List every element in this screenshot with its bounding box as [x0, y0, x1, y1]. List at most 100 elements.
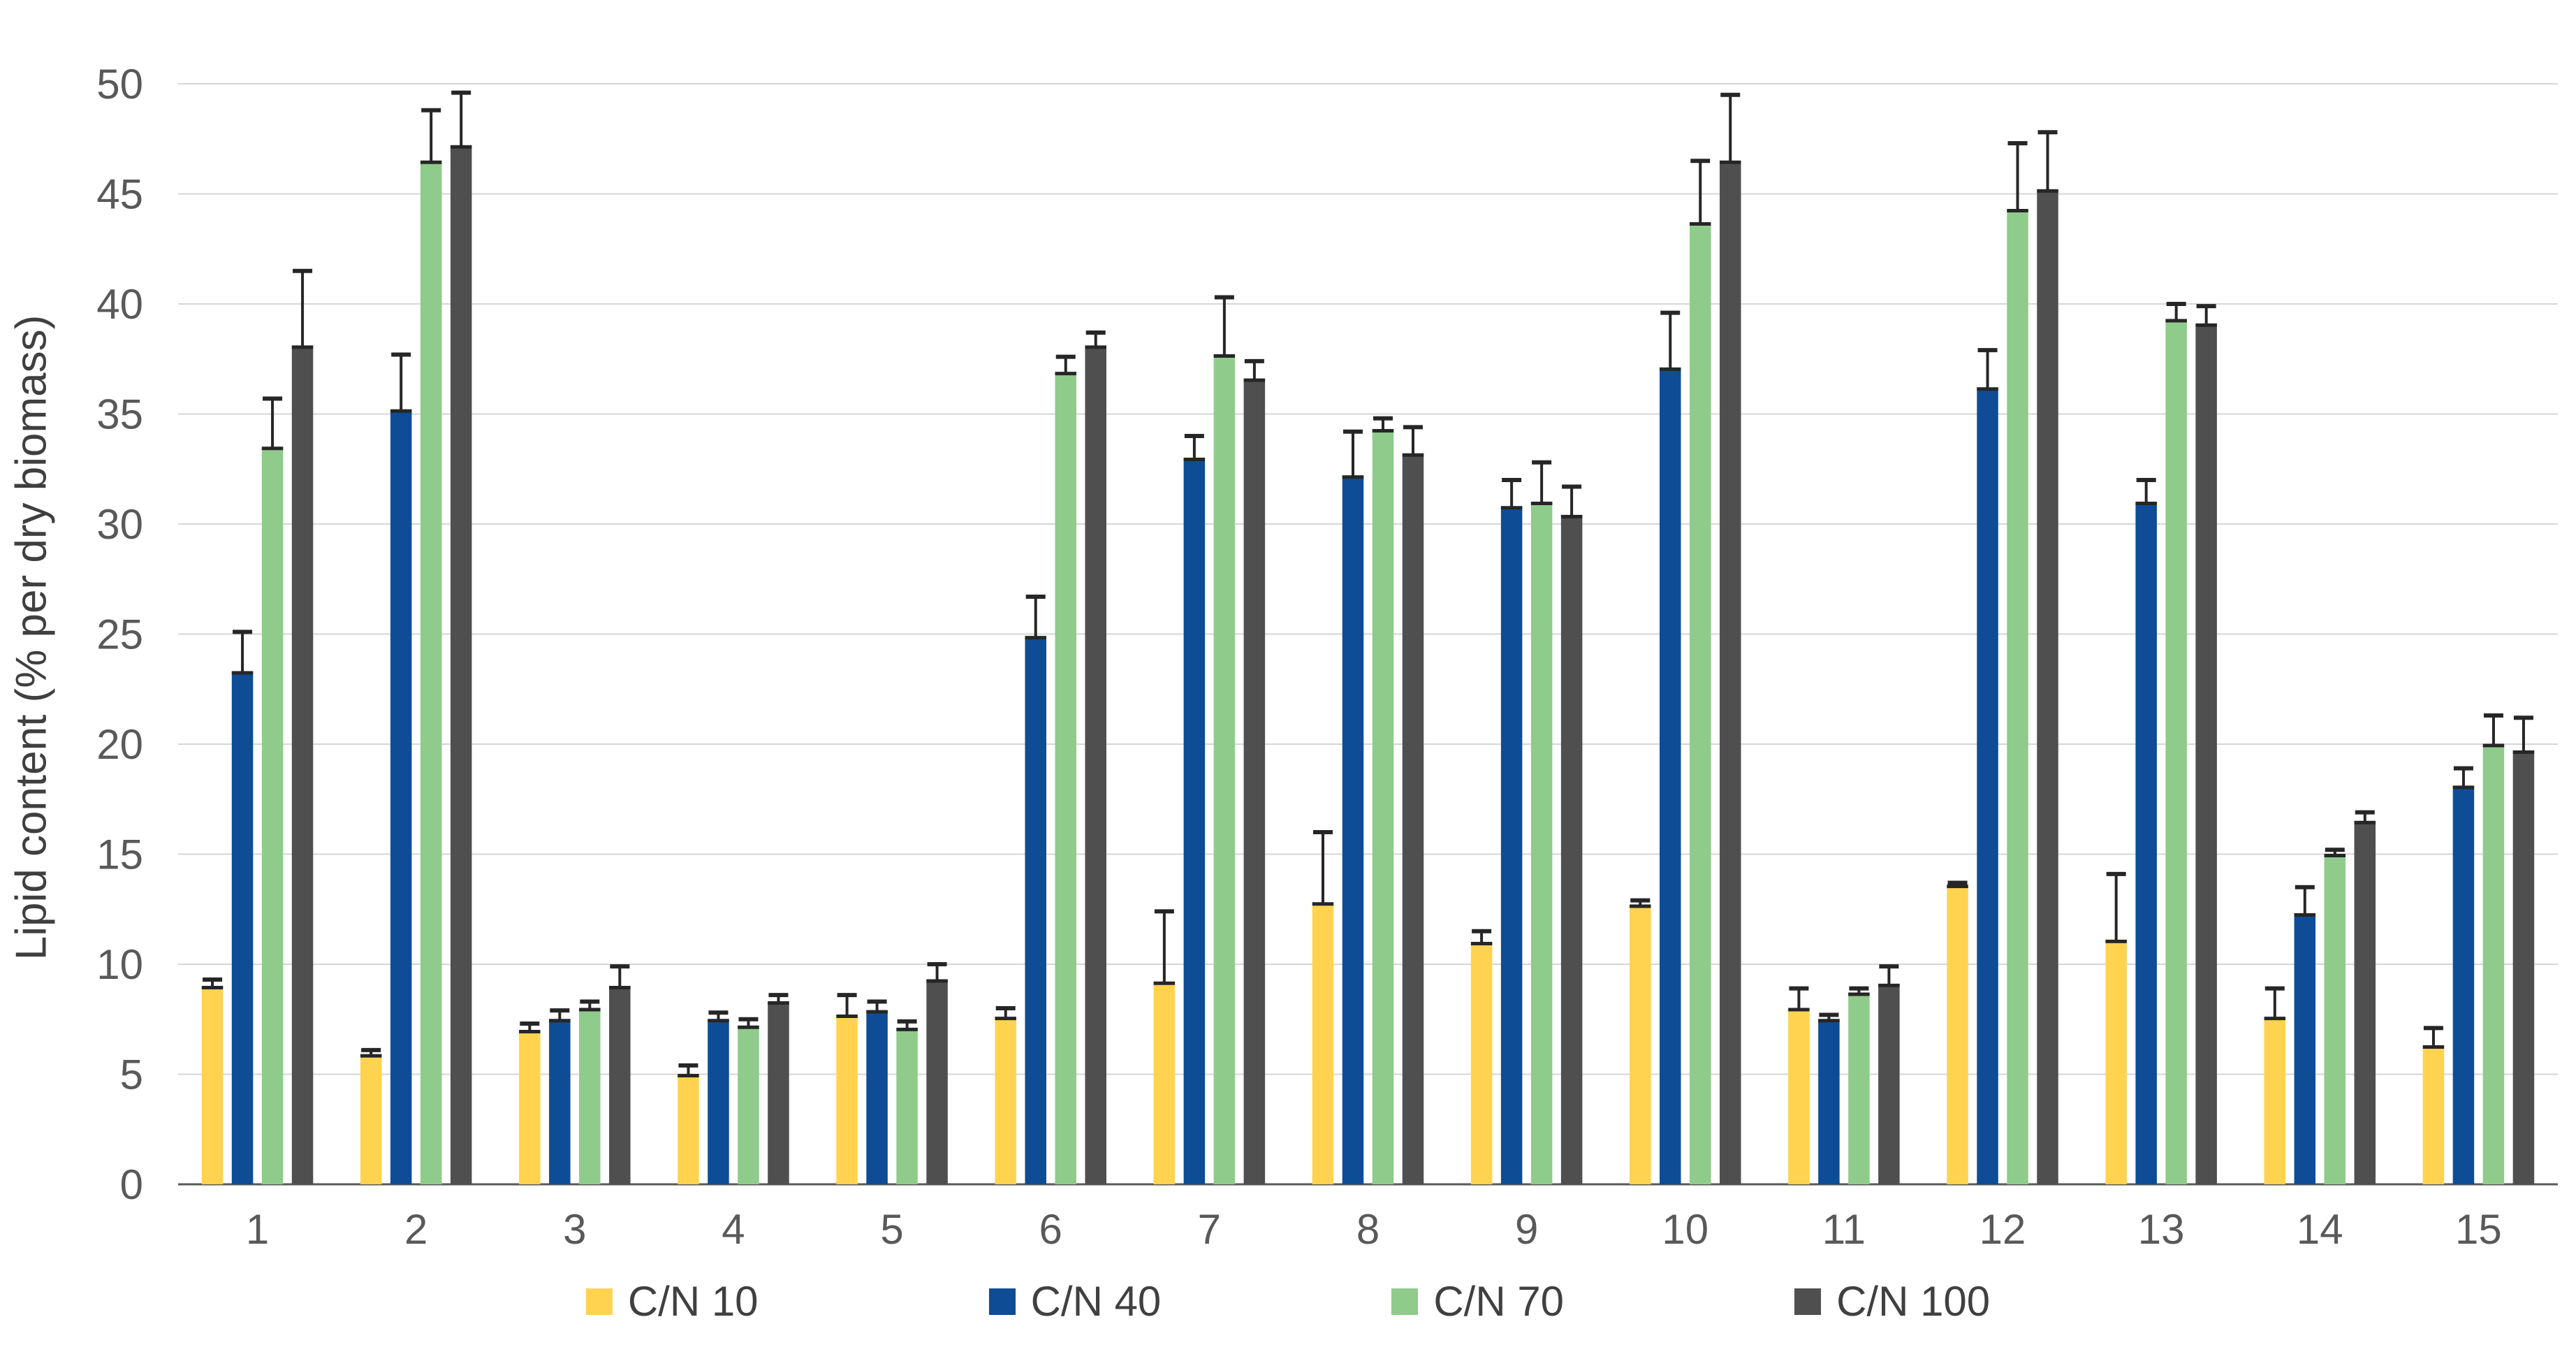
x-tick-label: 1: [246, 1206, 269, 1253]
bar-c-n-100-cat7: [1243, 379, 1266, 1184]
y-tick-label: 40: [96, 281, 143, 328]
bar-c-n-10-cat10: [1630, 904, 1651, 1184]
bar-c-n-100-cat13: [2195, 323, 2217, 1185]
x-tick-label: 6: [1039, 1206, 1062, 1253]
bar-c-n-10-cat5: [836, 1015, 858, 1184]
bar-c-n-10-cat6: [995, 1017, 1016, 1184]
y-tick-label: 10: [96, 941, 143, 988]
bar-c-n-10-cat14: [2264, 1017, 2286, 1184]
bar-c-n-70-cat7: [1213, 354, 1236, 1185]
x-tick-label: 5: [880, 1206, 903, 1253]
legend-label: C/N 100: [1836, 1278, 1991, 1325]
bar-c-n-40-cat8: [1342, 475, 1364, 1184]
bar-c-n-40-cat11: [1818, 1019, 1840, 1184]
y-tick-label: 45: [96, 171, 143, 218]
y-tick-label: 20: [96, 721, 143, 768]
bar-c-n-70-cat4: [738, 1026, 759, 1184]
bar-c-n-40-cat4: [708, 1019, 729, 1184]
legend: C/N 10 C/N 40 C/N 70 C/N 100: [0, 1277, 2576, 1325]
bar-c-n-40-cat3: [549, 1019, 571, 1184]
bar-c-n-40-cat2: [390, 409, 412, 1185]
x-tick-label: 10: [1662, 1206, 1708, 1253]
x-tick-label: 15: [2455, 1206, 2502, 1253]
legend-item-c-n-100: C/N 100: [1794, 1277, 1990, 1325]
legend-item-c-n-40: C/N 40: [988, 1277, 1162, 1325]
bar-c-n-70-cat3: [579, 1008, 601, 1184]
bar-c-n-10-cat3: [519, 1030, 541, 1184]
bar-c-n-100-cat9: [1560, 515, 1583, 1184]
bar-c-n-70-cat1: [261, 446, 284, 1184]
bar-c-n-70-cat6: [1055, 372, 1076, 1184]
bar-c-n-70-cat8: [1372, 429, 1394, 1184]
x-tick-label: 13: [2138, 1206, 2185, 1253]
legend-item-c-n-10: C/N 10: [585, 1277, 759, 1325]
legend-item-c-n-70: C/N 70: [1391, 1277, 1564, 1325]
x-tick-label: 2: [404, 1206, 427, 1253]
bar-c-n-100-cat14: [2354, 821, 2376, 1184]
bar-c-n-70-cat2: [420, 161, 442, 1184]
legend-swatch-icon: [1794, 1288, 1822, 1315]
y-tick-label: 30: [96, 501, 143, 548]
legend-swatch-icon: [988, 1288, 1016, 1315]
x-tick-label: 14: [2297, 1206, 2343, 1253]
bar-c-n-40-cat9: [1500, 506, 1523, 1184]
y-tick-label: 15: [96, 831, 143, 878]
x-tick-label: 4: [722, 1206, 745, 1253]
bar-c-n-70-cat11: [1848, 992, 1870, 1184]
y-tick-label: 25: [96, 611, 143, 658]
bar-c-n-70-cat5: [896, 1028, 918, 1184]
bar-c-n-10-cat4: [678, 1074, 699, 1184]
bar-c-n-10-cat2: [360, 1054, 382, 1184]
bar-c-n-70-cat10: [1690, 222, 1711, 1185]
bar-c-n-40-cat7: [1183, 458, 1206, 1184]
bar-c-n-10-cat7: [1153, 982, 1176, 1184]
bar-c-n-100-cat10: [1720, 161, 1741, 1184]
bar-c-n-100-cat1: [291, 345, 314, 1185]
bar-c-n-70-cat15: [2482, 744, 2505, 1184]
bar-c-n-40-cat15: [2452, 785, 2475, 1184]
legend-label: C/N 70: [1433, 1278, 1565, 1325]
bar-c-n-40-cat12: [1977, 387, 1998, 1185]
bar-c-n-70-cat14: [2324, 854, 2346, 1184]
x-tick-label: 12: [1979, 1206, 2026, 1253]
bar-c-n-10-cat13: [2105, 940, 2127, 1184]
bar-c-n-10-cat15: [2422, 1045, 2445, 1184]
x-tick-label: 7: [1198, 1206, 1221, 1253]
bar-c-n-40-cat10: [1660, 368, 1681, 1184]
y-tick-label: 35: [96, 391, 143, 438]
x-tick-label: 11: [1822, 1206, 1866, 1253]
x-tick-label: 3: [563, 1206, 586, 1253]
x-tick-label: 9: [1515, 1206, 1538, 1253]
bar-c-n-40-cat5: [866, 1010, 888, 1184]
bar-c-n-100-cat4: [768, 1001, 789, 1184]
legend-swatch-icon: [1391, 1288, 1419, 1315]
bar-c-n-70-cat13: [2165, 319, 2187, 1184]
bar-c-n-70-cat12: [2007, 209, 2028, 1184]
bar-c-n-40-cat1: [231, 671, 254, 1184]
y-tick-label: 5: [120, 1052, 143, 1098]
legend-label: C/N 10: [627, 1278, 759, 1325]
bar-c-n-100-cat2: [450, 145, 472, 1185]
bar-c-n-100-cat15: [2512, 750, 2535, 1184]
bar-c-n-100-cat12: [2037, 189, 2058, 1185]
bar-c-n-100-cat11: [1878, 984, 1900, 1184]
legend-swatch-icon: [585, 1288, 613, 1315]
legend-label: C/N 40: [1030, 1278, 1162, 1325]
bar-c-n-10-cat11: [1788, 1008, 1810, 1184]
bar-c-n-100-cat5: [926, 980, 948, 1184]
bar-c-n-100-cat3: [609, 986, 631, 1184]
bar-c-n-70-cat9: [1530, 502, 1553, 1184]
x-tick-label: 8: [1356, 1206, 1380, 1253]
bar-c-n-10-cat12: [1947, 885, 1968, 1184]
bar-c-n-100-cat8: [1402, 453, 1424, 1185]
bar-c-n-10-cat8: [1312, 902, 1334, 1184]
bar-c-n-40-cat14: [2294, 913, 2316, 1184]
bar-c-n-10-cat9: [1470, 942, 1493, 1184]
bar-c-n-40-cat6: [1025, 636, 1046, 1184]
y-tick-label: 50: [96, 61, 143, 108]
bar-c-n-10-cat1: [201, 986, 224, 1184]
bar-c-n-100-cat6: [1085, 345, 1106, 1185]
y-tick-label: 0: [120, 1161, 143, 1208]
